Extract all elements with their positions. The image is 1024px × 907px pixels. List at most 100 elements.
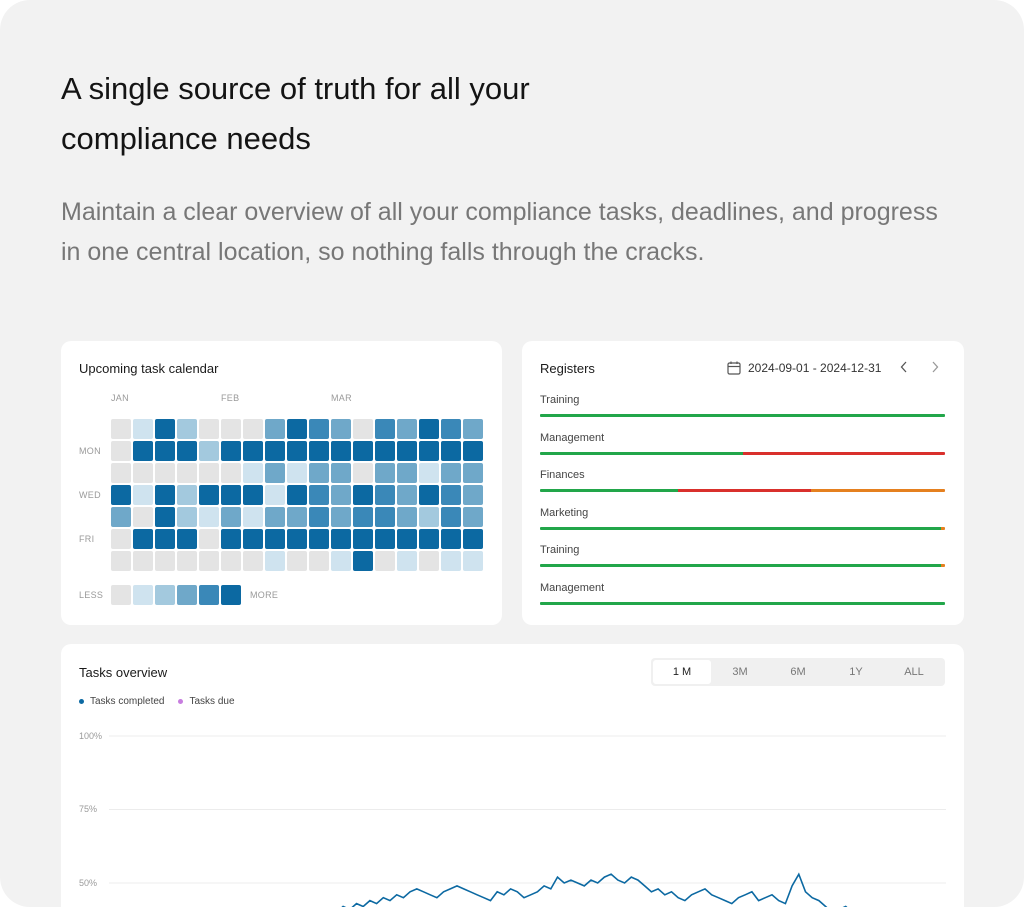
heatmap-cell[interactable] bbox=[155, 507, 175, 527]
heatmap-cell[interactable] bbox=[331, 441, 351, 461]
heatmap-cell[interactable] bbox=[309, 441, 329, 461]
heatmap-cell[interactable] bbox=[265, 507, 285, 527]
heatmap-cell[interactable] bbox=[221, 441, 241, 461]
heatmap-cell[interactable] bbox=[155, 463, 175, 483]
heatmap-cell[interactable] bbox=[397, 463, 417, 483]
heatmap-cell[interactable] bbox=[111, 441, 131, 461]
heatmap-cell[interactable] bbox=[441, 551, 461, 571]
heatmap-cell[interactable] bbox=[463, 485, 483, 505]
heatmap-cell[interactable] bbox=[243, 463, 263, 483]
heatmap-cell[interactable] bbox=[375, 463, 395, 483]
heatmap-cell[interactable] bbox=[375, 441, 395, 461]
heatmap-cell[interactable] bbox=[463, 529, 483, 549]
heatmap-cell[interactable] bbox=[287, 419, 307, 439]
heatmap-cell[interactable] bbox=[463, 463, 483, 483]
heatmap-cell[interactable] bbox=[375, 507, 395, 527]
heatmap-cell[interactable] bbox=[463, 441, 483, 461]
date-range-picker[interactable]: 2024-09-01 - 2024-12-31 bbox=[726, 359, 881, 377]
heatmap-cell[interactable] bbox=[441, 507, 461, 527]
heatmap-cell[interactable] bbox=[331, 485, 351, 505]
heatmap-cell[interactable] bbox=[397, 419, 417, 439]
heatmap-cell[interactable] bbox=[111, 419, 131, 439]
heatmap-cell[interactable] bbox=[309, 485, 329, 505]
heatmap-cell[interactable] bbox=[419, 419, 439, 439]
heatmap-cell[interactable] bbox=[177, 463, 197, 483]
heatmap-cell[interactable] bbox=[133, 507, 153, 527]
heatmap-cell[interactable] bbox=[419, 441, 439, 461]
heatmap-cell[interactable] bbox=[199, 529, 219, 549]
heatmap-cell[interactable] bbox=[265, 463, 285, 483]
heatmap-cell[interactable] bbox=[199, 485, 219, 505]
heatmap-cell[interactable] bbox=[155, 485, 175, 505]
heatmap-cell[interactable] bbox=[287, 551, 307, 571]
heatmap-cell[interactable] bbox=[265, 485, 285, 505]
heatmap-cell[interactable] bbox=[243, 529, 263, 549]
heatmap-cell[interactable] bbox=[199, 463, 219, 483]
heatmap-cell[interactable] bbox=[287, 463, 307, 483]
range-tab-6m[interactable]: 6M bbox=[790, 666, 806, 678]
heatmap-cell[interactable] bbox=[375, 419, 395, 439]
heatmap-cell[interactable] bbox=[463, 419, 483, 439]
prev-range-button[interactable] bbox=[895, 358, 913, 378]
heatmap-cell[interactable] bbox=[353, 485, 373, 505]
heatmap-cell[interactable] bbox=[287, 441, 307, 461]
heatmap-cell[interactable] bbox=[463, 507, 483, 527]
heatmap-cell[interactable] bbox=[111, 485, 131, 505]
heatmap-cell[interactable] bbox=[199, 551, 219, 571]
heatmap-cell[interactable] bbox=[265, 529, 285, 549]
heatmap-cell[interactable] bbox=[111, 551, 131, 571]
heatmap-cell[interactable] bbox=[199, 419, 219, 439]
heatmap-cell[interactable] bbox=[287, 507, 307, 527]
register-progress-bar[interactable] bbox=[540, 489, 945, 493]
heatmap-cell[interactable] bbox=[353, 507, 373, 527]
heatmap-cell[interactable] bbox=[133, 529, 153, 549]
heatmap-cell[interactable] bbox=[243, 441, 263, 461]
heatmap-cell[interactable] bbox=[397, 529, 417, 549]
heatmap-cell[interactable] bbox=[199, 441, 219, 461]
next-range-button[interactable] bbox=[926, 358, 944, 378]
heatmap-cell[interactable] bbox=[243, 507, 263, 527]
heatmap-cell[interactable] bbox=[463, 551, 483, 571]
heatmap-cell[interactable] bbox=[177, 529, 197, 549]
heatmap-cell[interactable] bbox=[177, 507, 197, 527]
heatmap-cell[interactable] bbox=[155, 551, 175, 571]
range-tab-3m[interactable]: 3M bbox=[732, 666, 748, 678]
heatmap-cell[interactable] bbox=[265, 551, 285, 571]
heatmap-cell[interactable] bbox=[287, 529, 307, 549]
heatmap-cell[interactable] bbox=[419, 551, 439, 571]
register-progress-bar[interactable] bbox=[540, 602, 945, 605]
heatmap-cell[interactable] bbox=[155, 529, 175, 549]
heatmap-cell[interactable] bbox=[221, 551, 241, 571]
heatmap-cell[interactable] bbox=[441, 485, 461, 505]
heatmap-cell[interactable] bbox=[133, 441, 153, 461]
heatmap-cell[interactable] bbox=[221, 507, 241, 527]
range-tab-1m[interactable]: 1 M bbox=[653, 660, 711, 684]
heatmap-cell[interactable] bbox=[243, 551, 263, 571]
heatmap-cell[interactable] bbox=[309, 463, 329, 483]
heatmap-cell[interactable] bbox=[309, 551, 329, 571]
heatmap-cell[interactable] bbox=[221, 419, 241, 439]
heatmap-cell[interactable] bbox=[177, 551, 197, 571]
heatmap-cell[interactable] bbox=[441, 419, 461, 439]
heatmap-cell[interactable] bbox=[397, 485, 417, 505]
heatmap-cell[interactable] bbox=[199, 507, 219, 527]
heatmap-cell[interactable] bbox=[397, 507, 417, 527]
heatmap-cell[interactable] bbox=[419, 507, 439, 527]
heatmap-cell[interactable] bbox=[265, 441, 285, 461]
heatmap-cell[interactable] bbox=[331, 507, 351, 527]
heatmap-cell[interactable] bbox=[375, 529, 395, 549]
heatmap-cell[interactable] bbox=[177, 485, 197, 505]
heatmap-cell[interactable] bbox=[177, 419, 197, 439]
range-tab-all[interactable]: ALL bbox=[904, 666, 924, 678]
heatmap-cell[interactable] bbox=[419, 463, 439, 483]
heatmap-cell[interactable] bbox=[353, 441, 373, 461]
register-progress-bar[interactable] bbox=[540, 564, 945, 568]
heatmap-cell[interactable] bbox=[243, 485, 263, 505]
heatmap-cell[interactable] bbox=[397, 551, 417, 571]
register-progress-bar[interactable] bbox=[540, 451, 945, 455]
heatmap-cell[interactable] bbox=[309, 529, 329, 549]
heatmap-cell[interactable] bbox=[221, 529, 241, 549]
register-progress-bar[interactable] bbox=[540, 414, 945, 417]
heatmap-cell[interactable] bbox=[309, 419, 329, 439]
heatmap-cell[interactable] bbox=[419, 529, 439, 549]
